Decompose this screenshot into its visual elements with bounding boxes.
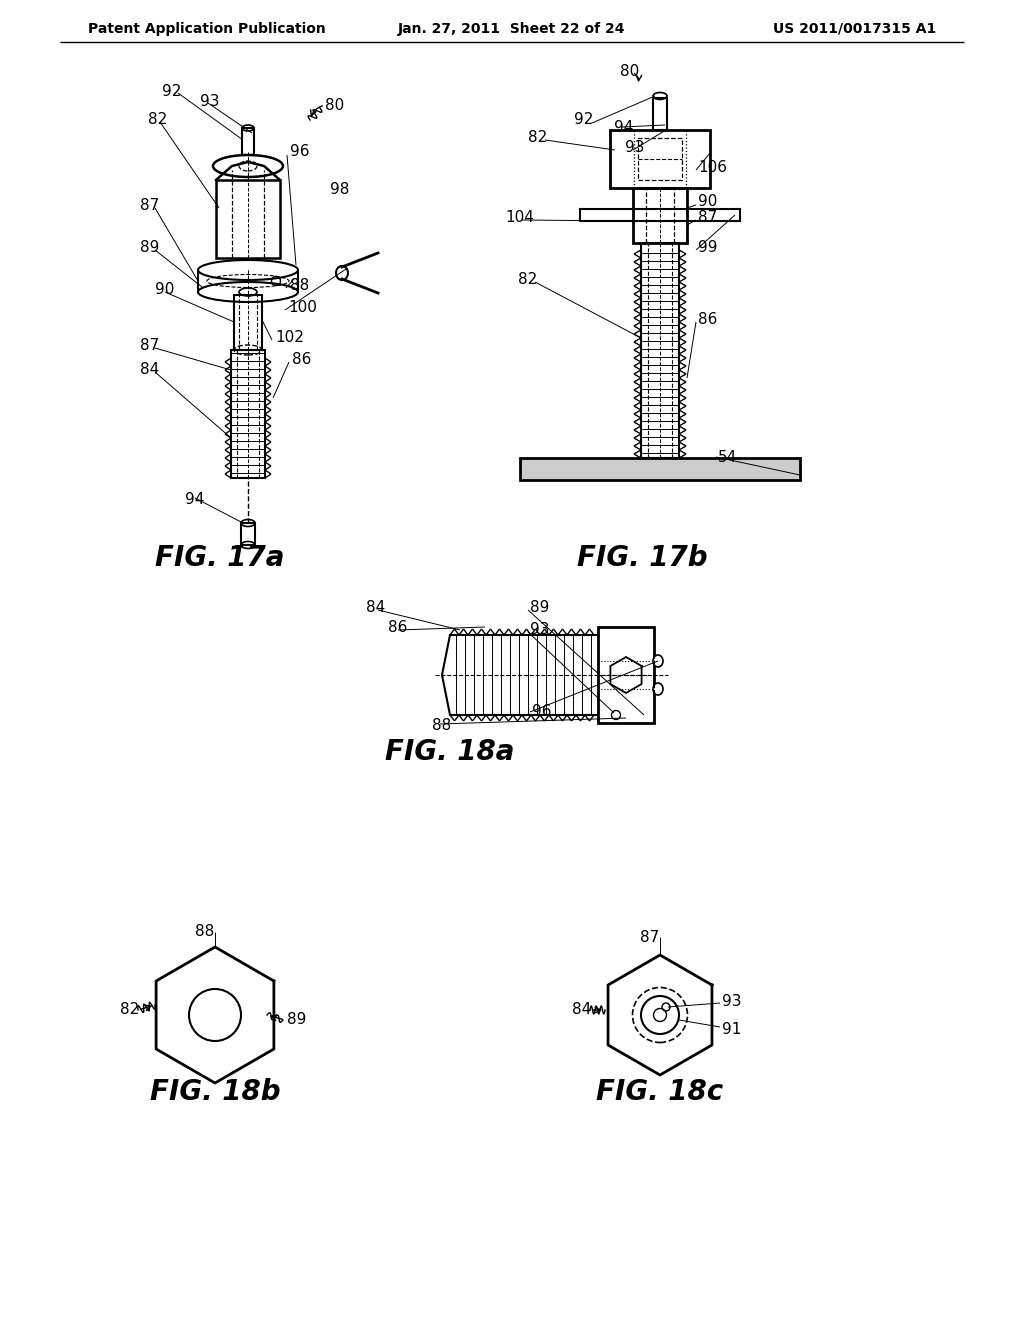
Ellipse shape bbox=[213, 154, 283, 177]
Text: 92: 92 bbox=[162, 84, 181, 99]
Bar bbox=[641, 243, 679, 458]
Text: Patent Application Publication: Patent Application Publication bbox=[88, 22, 326, 36]
Text: 86: 86 bbox=[292, 352, 311, 367]
Text: 84: 84 bbox=[140, 363, 160, 378]
Text: 82: 82 bbox=[518, 272, 538, 288]
Text: 89: 89 bbox=[140, 239, 160, 255]
Text: Jan. 27, 2011  Sheet 22 of 24: Jan. 27, 2011 Sheet 22 of 24 bbox=[398, 22, 626, 36]
Text: 88: 88 bbox=[290, 277, 309, 293]
Text: 93: 93 bbox=[530, 623, 550, 638]
Text: 106: 106 bbox=[698, 161, 727, 176]
Text: 80: 80 bbox=[325, 98, 344, 112]
Text: 91: 91 bbox=[722, 1022, 741, 1036]
Text: 99: 99 bbox=[698, 240, 718, 256]
Text: US 2011/0017315 A1: US 2011/0017315 A1 bbox=[773, 22, 936, 36]
Bar bbox=[598, 627, 654, 723]
Text: 86: 86 bbox=[388, 620, 408, 635]
Text: 89: 89 bbox=[287, 1012, 306, 1027]
Text: 87: 87 bbox=[140, 198, 160, 213]
Text: 98: 98 bbox=[330, 182, 349, 198]
Text: 96: 96 bbox=[532, 705, 552, 719]
Text: 93: 93 bbox=[625, 140, 644, 154]
Text: 88: 88 bbox=[432, 718, 452, 734]
Text: 94: 94 bbox=[614, 120, 634, 135]
Ellipse shape bbox=[653, 655, 663, 667]
Text: 104: 104 bbox=[505, 210, 534, 224]
Text: 88: 88 bbox=[196, 924, 215, 940]
Text: 90: 90 bbox=[155, 282, 174, 297]
Text: FIG. 17a: FIG. 17a bbox=[156, 544, 285, 572]
Bar bbox=[580, 209, 740, 220]
Text: 84: 84 bbox=[366, 601, 385, 615]
Text: 93: 93 bbox=[200, 95, 219, 110]
Text: 86: 86 bbox=[698, 313, 718, 327]
Text: 100: 100 bbox=[288, 301, 316, 315]
Bar bbox=[653, 98, 667, 129]
Text: 87: 87 bbox=[698, 210, 717, 224]
Text: 93: 93 bbox=[722, 994, 741, 1008]
Bar bbox=[231, 350, 265, 478]
Text: 84: 84 bbox=[572, 1002, 591, 1018]
Ellipse shape bbox=[198, 260, 298, 280]
Bar bbox=[633, 187, 687, 243]
Bar bbox=[242, 128, 254, 154]
Text: 87: 87 bbox=[640, 929, 659, 945]
Text: 82: 82 bbox=[528, 129, 547, 144]
Text: 102: 102 bbox=[275, 330, 304, 346]
Ellipse shape bbox=[653, 682, 663, 696]
Text: 90: 90 bbox=[698, 194, 718, 210]
Bar bbox=[216, 180, 280, 257]
Text: FIG. 18a: FIG. 18a bbox=[385, 738, 515, 766]
Text: 54: 54 bbox=[718, 450, 737, 466]
Bar bbox=[234, 294, 262, 350]
Text: 82: 82 bbox=[148, 112, 167, 128]
Text: FIG. 18c: FIG. 18c bbox=[596, 1078, 724, 1106]
Bar bbox=[610, 129, 710, 187]
Text: FIG. 18b: FIG. 18b bbox=[150, 1078, 281, 1106]
Text: FIG. 17b: FIG. 17b bbox=[577, 544, 708, 572]
Text: 82: 82 bbox=[120, 1002, 139, 1018]
Text: 92: 92 bbox=[574, 112, 593, 128]
Bar bbox=[638, 139, 682, 180]
Text: 89: 89 bbox=[530, 601, 549, 615]
Text: 96: 96 bbox=[290, 144, 309, 160]
Bar bbox=[241, 523, 255, 545]
Text: 80: 80 bbox=[620, 65, 639, 79]
Text: 94: 94 bbox=[185, 492, 205, 507]
Bar bbox=[520, 458, 800, 480]
Text: 87: 87 bbox=[140, 338, 160, 352]
